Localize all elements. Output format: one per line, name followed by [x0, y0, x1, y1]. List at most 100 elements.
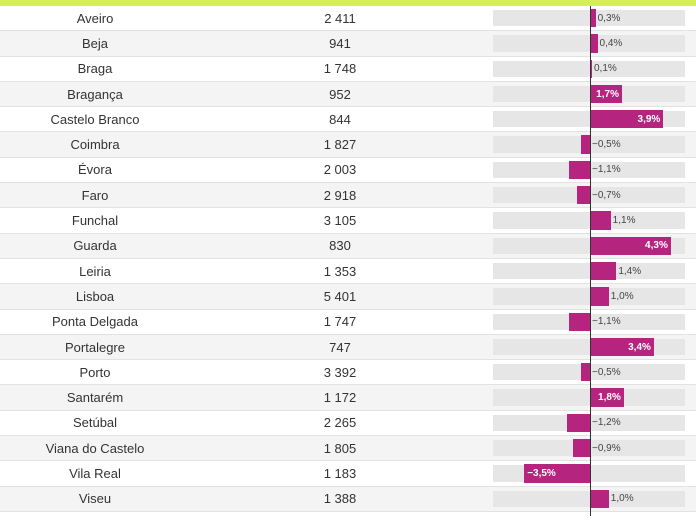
- bar-mark: [590, 388, 624, 407]
- bar-mark: [576, 186, 590, 205]
- bar-mark: [590, 211, 611, 230]
- bar-mark: [590, 287, 609, 306]
- bar-value-label: 3,4%: [628, 341, 651, 353]
- bar-cell: −1,2%: [493, 411, 685, 435]
- bar-cell: −0,7%: [493, 183, 685, 207]
- bar-cell: −1,1%: [493, 158, 685, 182]
- bar-cell: 0,1%: [493, 57, 685, 81]
- accent-top-bar: [0, 0, 696, 6]
- total-value: 2 411: [324, 10, 356, 26]
- bar-value-label: 1,1%: [612, 215, 636, 227]
- bar-mark: [569, 312, 590, 331]
- bar-mark: [580, 135, 590, 154]
- bar-value-label: 1,8%: [598, 392, 621, 404]
- bar-mark: [590, 489, 609, 508]
- district-name: Santarém: [66, 390, 124, 406]
- bar-track: [493, 212, 685, 229]
- bar-track: [493, 85, 685, 103]
- table-row: Beja 941 0,4%: [0, 31, 696, 57]
- bar-value-label: 0,3%: [597, 12, 621, 24]
- table-row: Braga 1 748 0,1%: [0, 57, 696, 82]
- total-value: 952: [329, 86, 351, 102]
- total-value: 3 392: [323, 364, 357, 380]
- table-row: Porto 3 392 −0,5%: [0, 360, 696, 386]
- bar-track: [493, 10, 685, 27]
- bar-value-label: 0,4%: [599, 37, 623, 49]
- total-value: 2 265: [323, 415, 357, 431]
- district-name: Faro: [81, 187, 109, 203]
- bar-mark: [590, 84, 622, 104]
- table-row: Ponta Delgada 1 747 −1,1%: [0, 310, 696, 335]
- bar-cell: 1,1%: [493, 208, 685, 232]
- bar-cell: 1,7%: [493, 82, 685, 106]
- table-row: Funchal 3 105 1,1%: [0, 208, 696, 234]
- total-value: 1 827: [323, 137, 357, 153]
- bar-value-label: −1,1%: [592, 316, 621, 328]
- bar-value-label: −1,1%: [592, 164, 621, 176]
- table-row: Aveiro 2 411 0,3%: [0, 6, 696, 32]
- table-row: Santarém 1 172 1,8%: [0, 385, 696, 411]
- total-value: 1 748: [323, 61, 357, 77]
- bar-cell: 1,4%: [493, 259, 685, 283]
- bar-mark: [590, 337, 654, 357]
- bar-track: [493, 338, 685, 356]
- total-value: 1 183: [323, 465, 357, 481]
- total-value: 1 388: [323, 491, 357, 507]
- district-name: Aveiro: [76, 10, 114, 26]
- data-table: Aveiro 2 411 0,3% Beja 941 0,4% Braga 1 748 0,1%…: [0, 6, 696, 512]
- bar-track: [493, 490, 685, 507]
- total-value: 1 805: [323, 440, 357, 456]
- bar-mark: [590, 110, 664, 129]
- bar-track: [493, 35, 685, 52]
- table-row: Viana do Castelo 1 805 −0,9%: [0, 436, 696, 462]
- district-name: Viseu: [78, 491, 112, 507]
- bar-cell: 3,9%: [493, 107, 685, 131]
- bar-mark: [590, 9, 596, 28]
- total-value: 1 353: [323, 263, 357, 279]
- bar-value-label: 4,3%: [645, 240, 668, 252]
- bar-mark: [569, 160, 590, 180]
- bar-mark: [524, 464, 590, 483]
- total-value: 1 172: [323, 390, 357, 406]
- total-value: 2 918: [323, 187, 357, 203]
- district-name: Funchal: [71, 213, 119, 229]
- bar-value-label: 1,0%: [610, 290, 634, 302]
- table-row: Faro 2 918 −0,7%: [0, 183, 696, 209]
- district-name: Ponta Delgada: [51, 314, 138, 330]
- bar-value-label: 1,4%: [618, 265, 642, 277]
- table-row: Castelo Branco 844 3,9%: [0, 107, 696, 133]
- district-name: Portalegre: [65, 339, 125, 355]
- total-value: 5 401: [323, 288, 357, 304]
- bar-cell: −0,5%: [493, 360, 685, 384]
- bar-cell: −3,5%: [493, 461, 685, 485]
- bar-value-label: −0,7%: [592, 189, 621, 201]
- district-name: Viana do Castelo: [45, 440, 145, 456]
- district-name: Castelo Branco: [50, 111, 140, 127]
- bar-cell: 1,0%: [493, 487, 685, 511]
- table-row: Bragança 952 1,7%: [0, 81, 696, 108]
- bar-mark: [567, 413, 590, 433]
- bar-mark: [590, 59, 592, 78]
- table-row: Coimbra 1 827 −0,5%: [0, 132, 696, 158]
- district-name: Braga: [77, 61, 113, 77]
- bar-mark: [590, 34, 598, 53]
- table-row: Setúbal 2 265 −1,2%: [0, 411, 696, 437]
- total-value: 844: [329, 111, 351, 127]
- district-name: Vila Real: [69, 465, 121, 481]
- bar-cell: 4,3%: [493, 234, 685, 258]
- bar-mark: [573, 439, 590, 458]
- bar-cell: −1,1%: [493, 310, 685, 334]
- bar-value-label: −0,5%: [592, 139, 621, 151]
- bar-value-label: 3,9%: [637, 113, 661, 125]
- bar-cell: 3,4%: [493, 335, 685, 359]
- table-row: Leiria 1 353 1,4%: [0, 259, 696, 285]
- bar-cell: 0,3%: [493, 6, 685, 30]
- bar-track: [493, 60, 685, 77]
- table-row: Viseu 1 388 1,0%: [0, 486, 696, 512]
- bar-cell: 0,4%: [493, 31, 685, 55]
- district-name: Guarda: [73, 238, 117, 254]
- bar-track: [493, 389, 685, 406]
- bar-value-label: 1,0%: [610, 493, 634, 505]
- total-value: 1 747: [323, 314, 357, 330]
- bar-value-label: 0,1%: [594, 63, 617, 75]
